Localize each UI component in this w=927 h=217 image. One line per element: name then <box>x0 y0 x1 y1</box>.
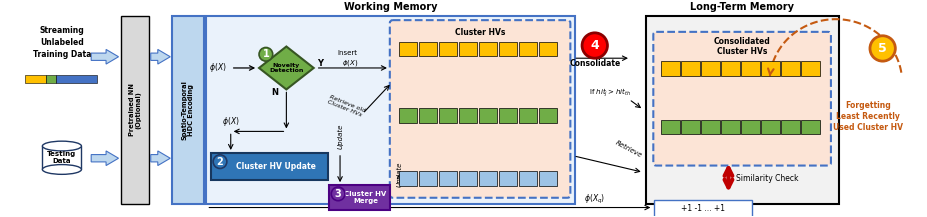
Bar <box>701 61 719 76</box>
Bar <box>459 108 477 123</box>
Bar <box>329 185 390 210</box>
Bar <box>43 146 82 169</box>
Bar <box>661 61 679 76</box>
Text: Spatio-Temporal
HDC Encoding: Spatio-Temporal HDC Encoding <box>182 80 195 140</box>
Text: Working Memory: Working Memory <box>344 2 438 12</box>
Polygon shape <box>151 49 171 64</box>
Text: 2: 2 <box>217 157 223 167</box>
Bar <box>419 171 438 186</box>
Ellipse shape <box>43 164 82 174</box>
Text: Y: Y <box>317 59 323 67</box>
Text: Streaming
Unlabeled
Training Data: Streaming Unlabeled Training Data <box>32 26 91 59</box>
Bar <box>459 42 477 56</box>
Text: Novelty
Detection: Novelty Detection <box>269 62 303 73</box>
Circle shape <box>582 33 607 58</box>
Bar <box>721 120 740 134</box>
Polygon shape <box>91 49 119 64</box>
FancyBboxPatch shape <box>654 32 831 166</box>
Bar <box>438 108 457 123</box>
Text: Consolidated
Cluster HVs: Consolidated Cluster HVs <box>714 37 770 56</box>
Text: N: N <box>272 88 278 97</box>
Polygon shape <box>259 46 313 89</box>
Bar <box>661 120 679 134</box>
Text: 4: 4 <box>590 39 599 52</box>
Circle shape <box>331 187 345 201</box>
Ellipse shape <box>43 141 82 151</box>
Text: Long-Term Memory: Long-Term Memory <box>690 2 794 12</box>
Text: Forgetting
Least Recently
Used Cluster HV: Forgetting Least Recently Used Cluster H… <box>833 101 903 132</box>
Bar <box>172 16 204 204</box>
Bar <box>518 171 537 186</box>
Bar <box>645 16 839 204</box>
Bar <box>419 108 438 123</box>
Text: $\phi(X_q)$: $\phi(X_q)$ <box>584 193 605 206</box>
Bar <box>721 61 740 76</box>
Bar <box>518 108 537 123</box>
Bar <box>499 42 517 56</box>
Text: Pretrained NN
(Optional): Pretrained NN (Optional) <box>129 83 142 136</box>
Text: If $hit_j > hit_{th}$: If $hit_j > hit_{th}$ <box>590 86 631 99</box>
Text: Retrieve: Retrieve <box>615 140 643 158</box>
Text: Similarity Check: Similarity Check <box>736 174 799 183</box>
Bar <box>681 61 700 76</box>
Bar <box>654 200 752 217</box>
Bar <box>399 108 417 123</box>
Bar <box>539 108 557 123</box>
Bar <box>56 75 97 83</box>
Bar <box>121 16 148 204</box>
Bar <box>761 61 780 76</box>
Polygon shape <box>151 151 171 166</box>
Bar <box>781 120 800 134</box>
Bar <box>499 108 517 123</box>
Bar <box>781 61 800 76</box>
Text: $\phi(X)$: $\phi(X)$ <box>342 58 358 68</box>
Text: Cluster HVs: Cluster HVs <box>455 28 505 37</box>
Text: Update: Update <box>397 162 402 187</box>
Circle shape <box>213 155 227 168</box>
Bar <box>681 120 700 134</box>
Text: Cluster HV
Merge: Cluster HV Merge <box>344 191 387 204</box>
Circle shape <box>870 36 895 61</box>
Text: 3: 3 <box>335 189 341 199</box>
FancyBboxPatch shape <box>390 20 570 198</box>
Text: Consolidate: Consolidate <box>569 59 620 67</box>
Bar <box>399 171 417 186</box>
Text: +1 -1 ... +1: +1 -1 ... +1 <box>681 204 725 213</box>
Bar <box>499 171 517 186</box>
Bar <box>801 61 819 76</box>
Text: Insert: Insert <box>337 50 357 56</box>
Bar <box>478 42 497 56</box>
Bar <box>761 120 780 134</box>
Polygon shape <box>91 151 119 166</box>
Bar <box>25 75 46 83</box>
Bar <box>438 42 457 56</box>
Text: $\phi(X)$: $\phi(X)$ <box>210 61 227 74</box>
Bar <box>459 171 477 186</box>
Circle shape <box>259 48 273 61</box>
Bar <box>701 120 719 134</box>
Text: 5: 5 <box>878 42 887 55</box>
Bar <box>801 120 819 134</box>
Bar <box>438 171 457 186</box>
Bar <box>478 108 497 123</box>
Bar <box>46 75 56 83</box>
Bar <box>539 42 557 56</box>
Text: $\phi(X)$: $\phi(X)$ <box>222 115 239 128</box>
Bar <box>742 61 760 76</box>
Text: Cluster HV Update: Cluster HV Update <box>235 162 315 171</box>
Bar <box>207 16 576 204</box>
Bar <box>518 42 537 56</box>
Text: Retrieve old
Cluster HVs: Retrieve old Cluster HVs <box>326 94 365 118</box>
Text: Testing
Data: Testing Data <box>47 151 77 164</box>
Bar <box>539 171 557 186</box>
Bar <box>419 42 438 56</box>
Bar <box>742 120 760 134</box>
Bar <box>211 153 328 180</box>
Text: 1: 1 <box>262 49 269 59</box>
Text: Update: Update <box>337 124 343 149</box>
Bar <box>399 42 417 56</box>
Bar <box>478 171 497 186</box>
